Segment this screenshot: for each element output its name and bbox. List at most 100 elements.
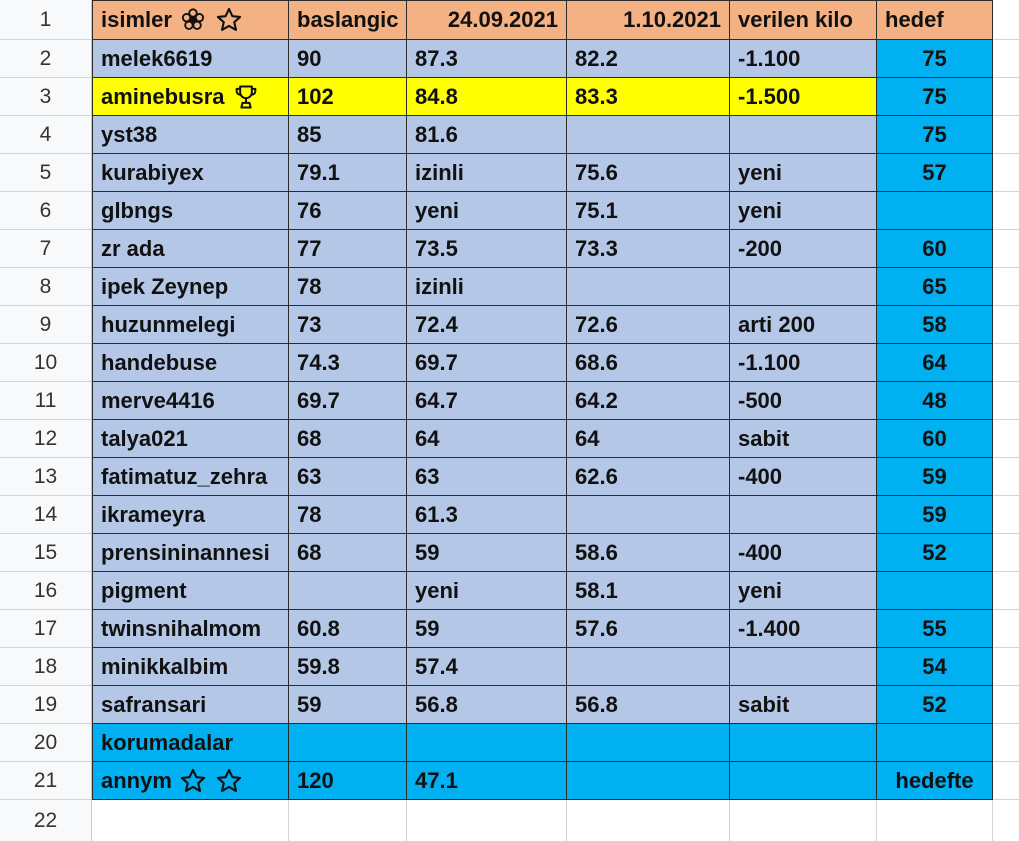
empty-cell[interactable] xyxy=(993,154,1020,192)
row-number[interactable]: 18 xyxy=(0,648,92,686)
start-weight-cell[interactable]: 120 xyxy=(289,762,407,800)
empty-cell[interactable] xyxy=(993,306,1020,344)
lost-cell[interactable] xyxy=(730,268,877,306)
date2-weight-cell[interactable]: 58.1 xyxy=(567,572,730,610)
date1-weight-cell[interactable]: 57.4 xyxy=(407,648,567,686)
name-cell[interactable]: prensininannesi xyxy=(92,534,289,572)
goal-cell[interactable]: 48 xyxy=(877,382,993,420)
row-number[interactable]: 17 xyxy=(0,610,92,648)
goal-cell[interactable]: 55 xyxy=(877,610,993,648)
name-cell[interactable]: ipek Zeynep xyxy=(92,268,289,306)
lost-cell[interactable]: -1.100 xyxy=(730,344,877,382)
date1-weight-cell[interactable]: 59 xyxy=(407,534,567,572)
header-lost-cell[interactable]: verilen kilo xyxy=(730,0,877,40)
name-cell[interactable]: ikrameyra xyxy=(92,496,289,534)
goal-cell[interactable]: 64 xyxy=(877,344,993,382)
date1-weight-cell[interactable]: 84.8 xyxy=(407,78,567,116)
empty-cell[interactable] xyxy=(730,800,877,842)
row-number[interactable]: 9 xyxy=(0,306,92,344)
lost-cell[interactable]: sabit xyxy=(730,420,877,458)
lost-cell[interactable]: -1.400 xyxy=(730,610,877,648)
empty-cell[interactable] xyxy=(993,192,1020,230)
date1-weight-cell[interactable]: 64.7 xyxy=(407,382,567,420)
lost-cell[interactable]: -400 xyxy=(730,458,877,496)
start-weight-cell[interactable]: 69.7 xyxy=(289,382,407,420)
empty-cell[interactable] xyxy=(567,800,730,842)
empty-cell[interactable] xyxy=(993,458,1020,496)
empty-cell[interactable] xyxy=(993,78,1020,116)
start-weight-cell[interactable]: 63 xyxy=(289,458,407,496)
start-weight-cell[interactable]: 68 xyxy=(289,420,407,458)
lost-cell[interactable]: -500 xyxy=(730,382,877,420)
date1-weight-cell[interactable]: 72.4 xyxy=(407,306,567,344)
empty-cell[interactable] xyxy=(993,382,1020,420)
empty-cell[interactable] xyxy=(993,648,1020,686)
empty-cell[interactable] xyxy=(993,116,1020,154)
lost-cell[interactable] xyxy=(730,762,877,800)
empty-cell[interactable] xyxy=(877,800,993,842)
start-weight-cell[interactable]: 77 xyxy=(289,230,407,268)
date1-weight-cell[interactable]: 64 xyxy=(407,420,567,458)
name-cell[interactable]: korumadalar xyxy=(92,724,289,762)
empty-cell[interactable] xyxy=(993,534,1020,572)
start-weight-cell[interactable]: 74.3 xyxy=(289,344,407,382)
row-number[interactable]: 3 xyxy=(0,78,92,116)
empty-cell[interactable] xyxy=(993,724,1020,762)
name-cell[interactable]: yst38 xyxy=(92,116,289,154)
date2-weight-cell[interactable]: 82.2 xyxy=(567,40,730,78)
start-weight-cell[interactable]: 90 xyxy=(289,40,407,78)
date2-weight-cell[interactable]: 64 xyxy=(567,420,730,458)
start-weight-cell[interactable]: 78 xyxy=(289,496,407,534)
row-number[interactable]: 8 xyxy=(0,268,92,306)
date2-weight-cell[interactable] xyxy=(567,268,730,306)
empty-cell[interactable] xyxy=(993,610,1020,648)
date2-weight-cell[interactable]: 72.6 xyxy=(567,306,730,344)
goal-cell[interactable] xyxy=(877,192,993,230)
start-weight-cell[interactable]: 78 xyxy=(289,268,407,306)
lost-cell[interactable]: -1.500 xyxy=(730,78,877,116)
empty-cell[interactable] xyxy=(993,0,1020,40)
date2-weight-cell[interactable]: 75.6 xyxy=(567,154,730,192)
goal-cell[interactable]: hedefte xyxy=(877,762,993,800)
start-weight-cell[interactable]: 68 xyxy=(289,534,407,572)
name-cell[interactable]: aminebusra xyxy=(92,78,289,116)
goal-cell[interactable]: 60 xyxy=(877,420,993,458)
start-weight-cell[interactable]: 102 xyxy=(289,78,407,116)
name-cell[interactable]: safransari xyxy=(92,686,289,724)
empty-cell[interactable] xyxy=(993,686,1020,724)
name-cell[interactable]: melek6619 xyxy=(92,40,289,78)
row-number[interactable]: 22 xyxy=(0,800,92,842)
date2-weight-cell[interactable]: 83.3 xyxy=(567,78,730,116)
lost-cell[interactable]: yeni xyxy=(730,192,877,230)
date1-weight-cell[interactable]: 63 xyxy=(407,458,567,496)
date2-weight-cell[interactable]: 57.6 xyxy=(567,610,730,648)
start-weight-cell[interactable]: 73 xyxy=(289,306,407,344)
lost-cell[interactable]: sabit xyxy=(730,686,877,724)
name-cell[interactable]: annym xyxy=(92,762,289,800)
date1-weight-cell[interactable]: 47.1 xyxy=(407,762,567,800)
date1-weight-cell[interactable]: 73.5 xyxy=(407,230,567,268)
empty-cell[interactable] xyxy=(993,572,1020,610)
date1-weight-cell[interactable]: izinli xyxy=(407,154,567,192)
date1-weight-cell[interactable]: izinli xyxy=(407,268,567,306)
empty-cell[interactable] xyxy=(993,800,1020,842)
start-weight-cell[interactable]: 79.1 xyxy=(289,154,407,192)
date2-weight-cell[interactable]: 68.6 xyxy=(567,344,730,382)
date2-weight-cell[interactable] xyxy=(567,116,730,154)
lost-cell[interactable]: -200 xyxy=(730,230,877,268)
row-number[interactable]: 6 xyxy=(0,192,92,230)
row-number[interactable]: 21 xyxy=(0,762,92,800)
date1-weight-cell[interactable]: 69.7 xyxy=(407,344,567,382)
date2-weight-cell[interactable] xyxy=(567,648,730,686)
header-goal-cell[interactable]: hedef xyxy=(877,0,993,40)
goal-cell[interactable]: 54 xyxy=(877,648,993,686)
date1-weight-cell[interactable]: 56.8 xyxy=(407,686,567,724)
header-date2-cell[interactable]: 1.10.2021 xyxy=(567,0,730,40)
name-cell[interactable]: handebuse xyxy=(92,344,289,382)
name-cell[interactable]: kurabiyex xyxy=(92,154,289,192)
start-weight-cell[interactable]: 59 xyxy=(289,686,407,724)
date2-weight-cell[interactable]: 62.6 xyxy=(567,458,730,496)
row-number[interactable]: 2 xyxy=(0,40,92,78)
date2-weight-cell[interactable]: 56.8 xyxy=(567,686,730,724)
name-cell[interactable]: talya021 xyxy=(92,420,289,458)
